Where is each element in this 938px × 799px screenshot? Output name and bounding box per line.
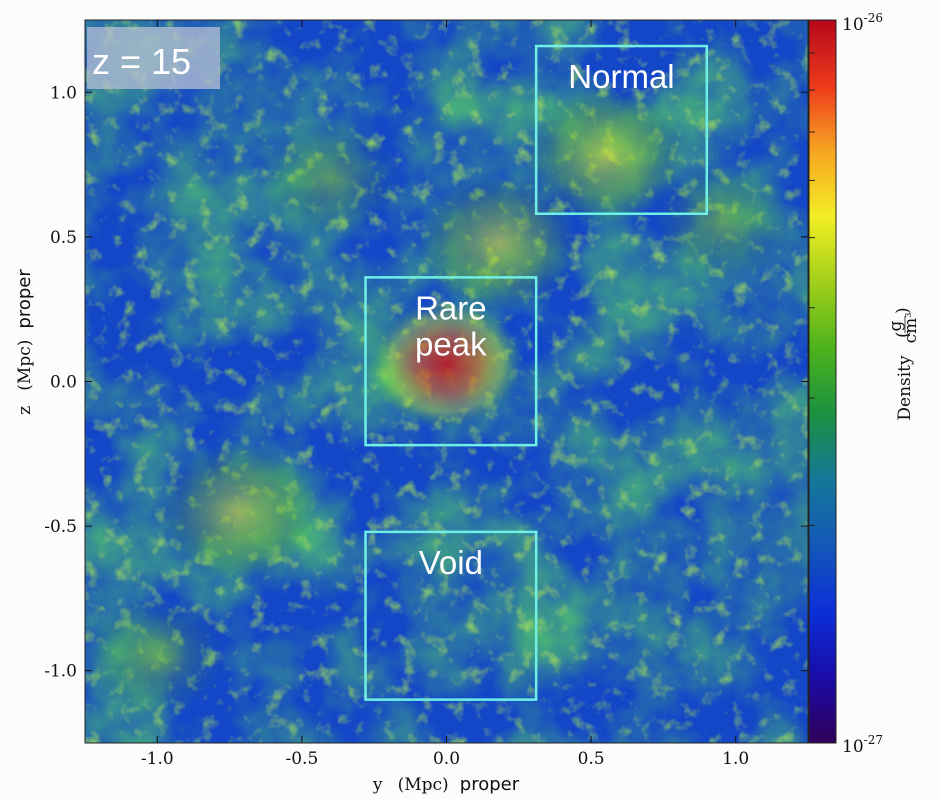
x-axis-suffix: proper [460,774,520,795]
y-tick-label: 0.0 [50,373,77,393]
x-axis-ticks: -1.0 -0.5 0.0 0.5 1.0 [141,20,749,769]
region-label: Rare [415,289,487,326]
colorbar-unit-close: ) [893,307,913,314]
region-box [364,276,538,447]
x-tick-label: 0.5 [578,749,605,769]
redshift-label: z = 15 [92,41,191,82]
y-axis-unit: (Mpc) [15,340,35,391]
y-axis-title: z (Mpc) proper [14,269,35,415]
colorbar-max-base: 10 [842,15,864,35]
x-tick-label: 1.0 [722,749,749,769]
region-label: Normal [568,58,674,95]
colorbar-min-exp: -27 [864,733,883,747]
density-field [85,20,808,743]
x-axis-title: y (Mpc) proper [372,774,520,795]
overdense-feature [525,87,686,224]
x-tick-label: 0.0 [433,749,460,769]
colorbar-max-label: 10-26 [842,11,883,35]
region-label: Void [419,544,483,581]
colorbar-unit-den-base: cm [901,318,921,344]
y-tick-label: -1.0 [44,662,77,682]
colorbar-min-label: 10-27 [842,733,883,757]
region-box [534,44,709,216]
colorbar: 10-26 10-27 Density ( g cm3 ) [808,11,921,757]
colorbar-unit-den: cm3 [901,313,921,344]
colorbar-max-exp: -26 [864,11,883,25]
y-axis-ticks: 1.0 0.5 0.0 -0.5 -1.0 [44,83,808,682]
colorbar-scale [808,19,837,744]
x-axis-unit: (Mpc) [398,775,449,795]
region-normal: Normal [534,44,709,216]
colorbar-unit-open: ( [893,331,913,338]
y-tick-label: -0.5 [44,517,77,537]
colorbar-title: Density ( g cm3 ) [886,307,921,420]
colorbar-unit-den-exp: 3 [904,313,913,318]
overdense-feature [158,443,319,580]
y-tick-label: 0.5 [50,228,77,248]
x-axis-variable: y [372,775,383,795]
redshift-badge-bg [87,27,220,89]
region-box [364,530,538,701]
colorbar-quantity: Density [895,355,915,421]
colorbar-min-base: 10 [842,737,864,757]
region-label: peak [415,325,487,362]
overdense-features [87,87,792,716]
y-axis-variable: z [15,406,35,415]
overdense-feature [371,300,522,428]
y-tick-label: 1.0 [50,83,77,103]
colorbar-minor-ticks [809,52,815,526]
x-tick-label: -0.5 [286,749,319,769]
redshift-badge: z = 15 [87,27,220,89]
colorbar-unit-num: g [886,320,906,331]
overdense-feature [87,596,228,716]
overdense-feature [260,119,401,239]
region-void: Void [364,530,538,701]
overdense-feature [651,162,792,282]
x-tick-label: -1.0 [141,749,174,769]
y-axis-suffix: proper [14,269,35,329]
